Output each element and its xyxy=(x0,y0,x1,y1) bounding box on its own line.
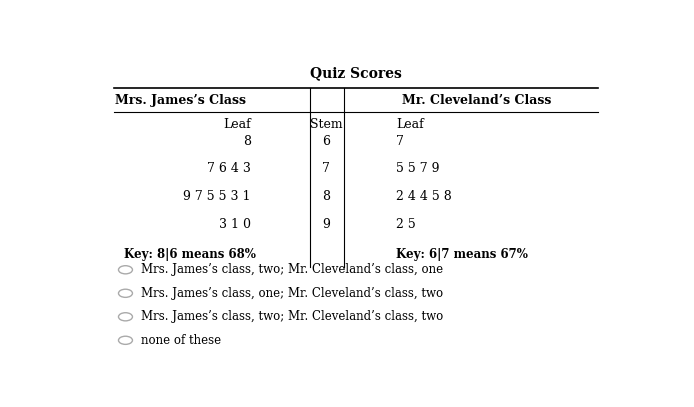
Text: Quiz Scores: Quiz Scores xyxy=(310,66,402,80)
Text: 9 7 5 5 3 1: 9 7 5 5 3 1 xyxy=(183,190,251,203)
Text: 8: 8 xyxy=(243,135,251,148)
Text: 7: 7 xyxy=(396,135,404,148)
Text: Key: 6|7 means 67%: Key: 6|7 means 67% xyxy=(396,247,528,260)
Text: Key: 8|6 means 68%: Key: 8|6 means 68% xyxy=(124,247,256,260)
Text: Mrs. James’s Class: Mrs. James’s Class xyxy=(115,94,246,107)
Text: 2 4 4 5 8: 2 4 4 5 8 xyxy=(396,190,452,203)
Text: none of these: none of these xyxy=(140,334,221,347)
Text: 2 5: 2 5 xyxy=(396,217,416,230)
Text: 5 5 7 9: 5 5 7 9 xyxy=(396,162,439,175)
Text: 3 1 0: 3 1 0 xyxy=(219,217,251,230)
Text: Leaf: Leaf xyxy=(223,118,251,131)
Text: Mr. Cleveland’s Class: Mr. Cleveland’s Class xyxy=(402,94,551,107)
Text: Mrs. James’s class, one; Mr. Cleveland’s class, two: Mrs. James’s class, one; Mr. Cleveland’s… xyxy=(140,287,443,300)
Text: 6: 6 xyxy=(322,135,330,148)
Text: 7 6 4 3: 7 6 4 3 xyxy=(207,162,251,175)
Text: Leaf: Leaf xyxy=(396,118,424,131)
Text: 7: 7 xyxy=(322,162,330,175)
Text: Mrs. James’s class, two; Mr. Cleveland’s class, one: Mrs. James’s class, two; Mr. Cleveland’s… xyxy=(140,263,443,276)
Text: Mrs. James’s class, two; Mr. Cleveland’s class, two: Mrs. James’s class, two; Mr. Cleveland’s… xyxy=(140,310,443,323)
Text: Stem: Stem xyxy=(310,118,342,131)
Text: 8: 8 xyxy=(322,190,330,203)
Text: 9: 9 xyxy=(322,217,330,230)
